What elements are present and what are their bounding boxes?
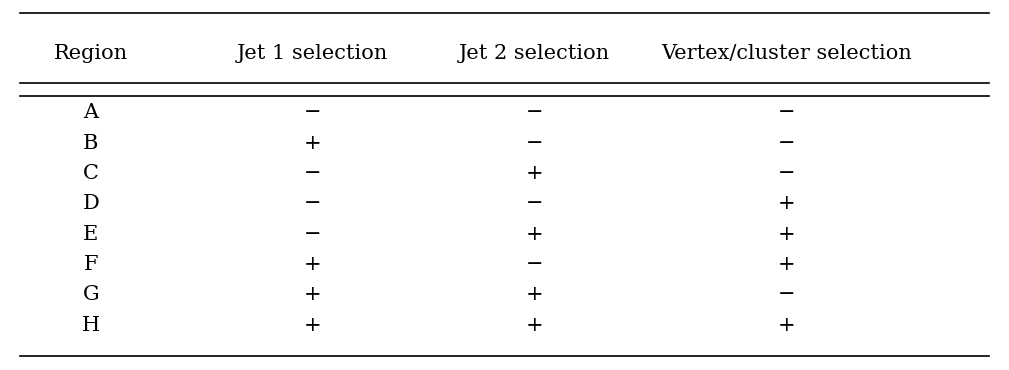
- Text: −: −: [304, 103, 322, 122]
- Text: −: −: [526, 103, 544, 122]
- Text: B: B: [83, 134, 99, 153]
- Text: C: C: [83, 164, 99, 183]
- Text: +: +: [304, 316, 322, 335]
- Text: +: +: [526, 285, 544, 305]
- Text: +: +: [526, 225, 544, 244]
- Text: E: E: [83, 225, 99, 244]
- Text: H: H: [82, 316, 100, 335]
- Text: −: −: [778, 164, 796, 183]
- Text: G: G: [83, 285, 99, 305]
- Text: +: +: [778, 194, 796, 213]
- Text: A: A: [84, 103, 98, 122]
- Text: +: +: [778, 225, 796, 244]
- Text: −: −: [304, 225, 322, 244]
- Text: −: −: [526, 255, 544, 274]
- Text: +: +: [304, 134, 322, 153]
- Text: F: F: [84, 255, 98, 274]
- Text: Jet 1 selection: Jet 1 selection: [237, 44, 388, 63]
- Text: +: +: [526, 316, 544, 335]
- Text: Vertex/cluster selection: Vertex/cluster selection: [662, 44, 912, 63]
- Text: −: −: [526, 134, 544, 153]
- Text: −: −: [304, 194, 322, 213]
- Text: −: −: [778, 134, 796, 153]
- Text: Region: Region: [53, 44, 128, 63]
- Text: +: +: [778, 255, 796, 274]
- Text: +: +: [526, 164, 544, 183]
- Text: D: D: [83, 194, 99, 213]
- Text: −: −: [304, 164, 322, 183]
- Text: +: +: [304, 255, 322, 274]
- Text: −: −: [778, 285, 796, 305]
- Text: +: +: [304, 285, 322, 305]
- Text: −: −: [526, 194, 544, 213]
- Text: −: −: [778, 103, 796, 122]
- Text: Jet 2 selection: Jet 2 selection: [459, 44, 610, 63]
- Text: +: +: [778, 316, 796, 335]
